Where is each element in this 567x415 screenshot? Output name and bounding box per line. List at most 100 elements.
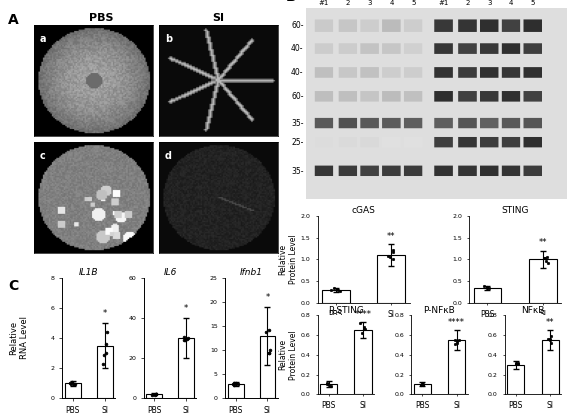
Point [388,247,397,253]
Title: P-STING: P-STING [328,305,364,315]
Point [357,330,366,337]
Bar [507,365,524,394]
Point [547,340,556,347]
Text: 25-: 25- [291,138,303,147]
Text: B: B [285,0,296,5]
Bar [473,288,501,303]
Text: 40-: 40- [291,68,303,77]
Point [386,253,395,260]
Point [484,285,493,291]
Point [70,381,79,388]
Text: 2: 2 [346,0,350,6]
Point [69,381,78,387]
Point [183,334,192,341]
Point [265,347,274,353]
Text: **: ** [387,232,396,241]
Point [335,287,344,294]
Bar [448,340,465,394]
Text: 4: 4 [509,0,513,6]
Point [479,283,488,289]
Bar [321,290,350,303]
Point [180,336,189,343]
Y-axis label: Relative
Protein Level: Relative Protein Level [278,234,298,284]
Y-axis label: Relative
Protein Level: Relative Protein Level [278,330,298,380]
Point [262,329,271,335]
Text: a: a [40,34,46,44]
Title: NFκB: NFκB [521,305,545,315]
Point [361,325,370,332]
Text: 3: 3 [367,0,372,6]
Point [332,286,341,293]
Point [388,256,397,263]
Point [233,381,242,387]
Bar [541,340,558,394]
Point [483,284,492,290]
Point [67,381,76,387]
Point [452,339,462,346]
Text: 4: 4 [390,0,393,6]
Text: c: c [40,151,46,161]
Text: *: * [265,293,269,302]
Point [416,381,425,388]
Point [229,381,238,387]
Point [541,257,550,264]
Point [542,253,551,260]
Text: *: * [103,309,107,318]
Point [68,379,77,386]
Point [547,333,556,340]
Point [359,324,369,331]
Bar [178,338,194,398]
Title: Ifnb1: Ifnb1 [240,268,263,277]
Point [540,255,549,261]
Title: cGAS: cGAS [352,206,375,215]
Point [229,380,238,386]
Bar [65,383,81,398]
Text: 35-: 35- [291,119,303,128]
Text: 60-: 60- [291,22,303,30]
Point [327,287,336,293]
Point [230,382,239,388]
Bar [354,330,371,394]
Bar [260,336,276,398]
Text: *: * [184,304,188,313]
Title: IL6: IL6 [163,268,177,277]
Point [323,380,332,386]
Point [514,360,523,366]
Text: b: b [165,34,172,44]
Text: SI: SI [212,13,224,23]
Text: 5: 5 [411,0,416,6]
Text: #1: #1 [319,0,329,6]
Text: A: A [9,13,19,27]
Point [544,336,553,342]
Point [452,337,462,344]
Point [147,392,156,399]
Point [103,328,112,335]
Point [264,350,273,356]
Text: #1: #1 [438,0,449,6]
Point [325,382,334,388]
Point [183,336,192,342]
Point [330,285,339,292]
Point [546,336,555,342]
Text: C: C [9,279,19,293]
Text: 5: 5 [531,0,535,6]
Point [151,391,160,398]
Point [450,337,459,344]
Point [417,380,426,387]
Point [333,287,342,294]
Text: PBS: PBS [88,13,113,23]
Point [543,260,552,267]
Text: 40-: 40- [291,44,303,54]
Point [101,349,111,356]
Bar [146,394,162,398]
Point [180,337,189,344]
Text: 3: 3 [487,0,492,6]
Point [66,379,75,386]
Point [264,350,273,356]
Point [419,382,428,389]
Point [451,341,460,347]
Point [151,391,160,398]
Text: 2: 2 [466,0,469,6]
Point [483,283,492,290]
Point [322,381,331,388]
